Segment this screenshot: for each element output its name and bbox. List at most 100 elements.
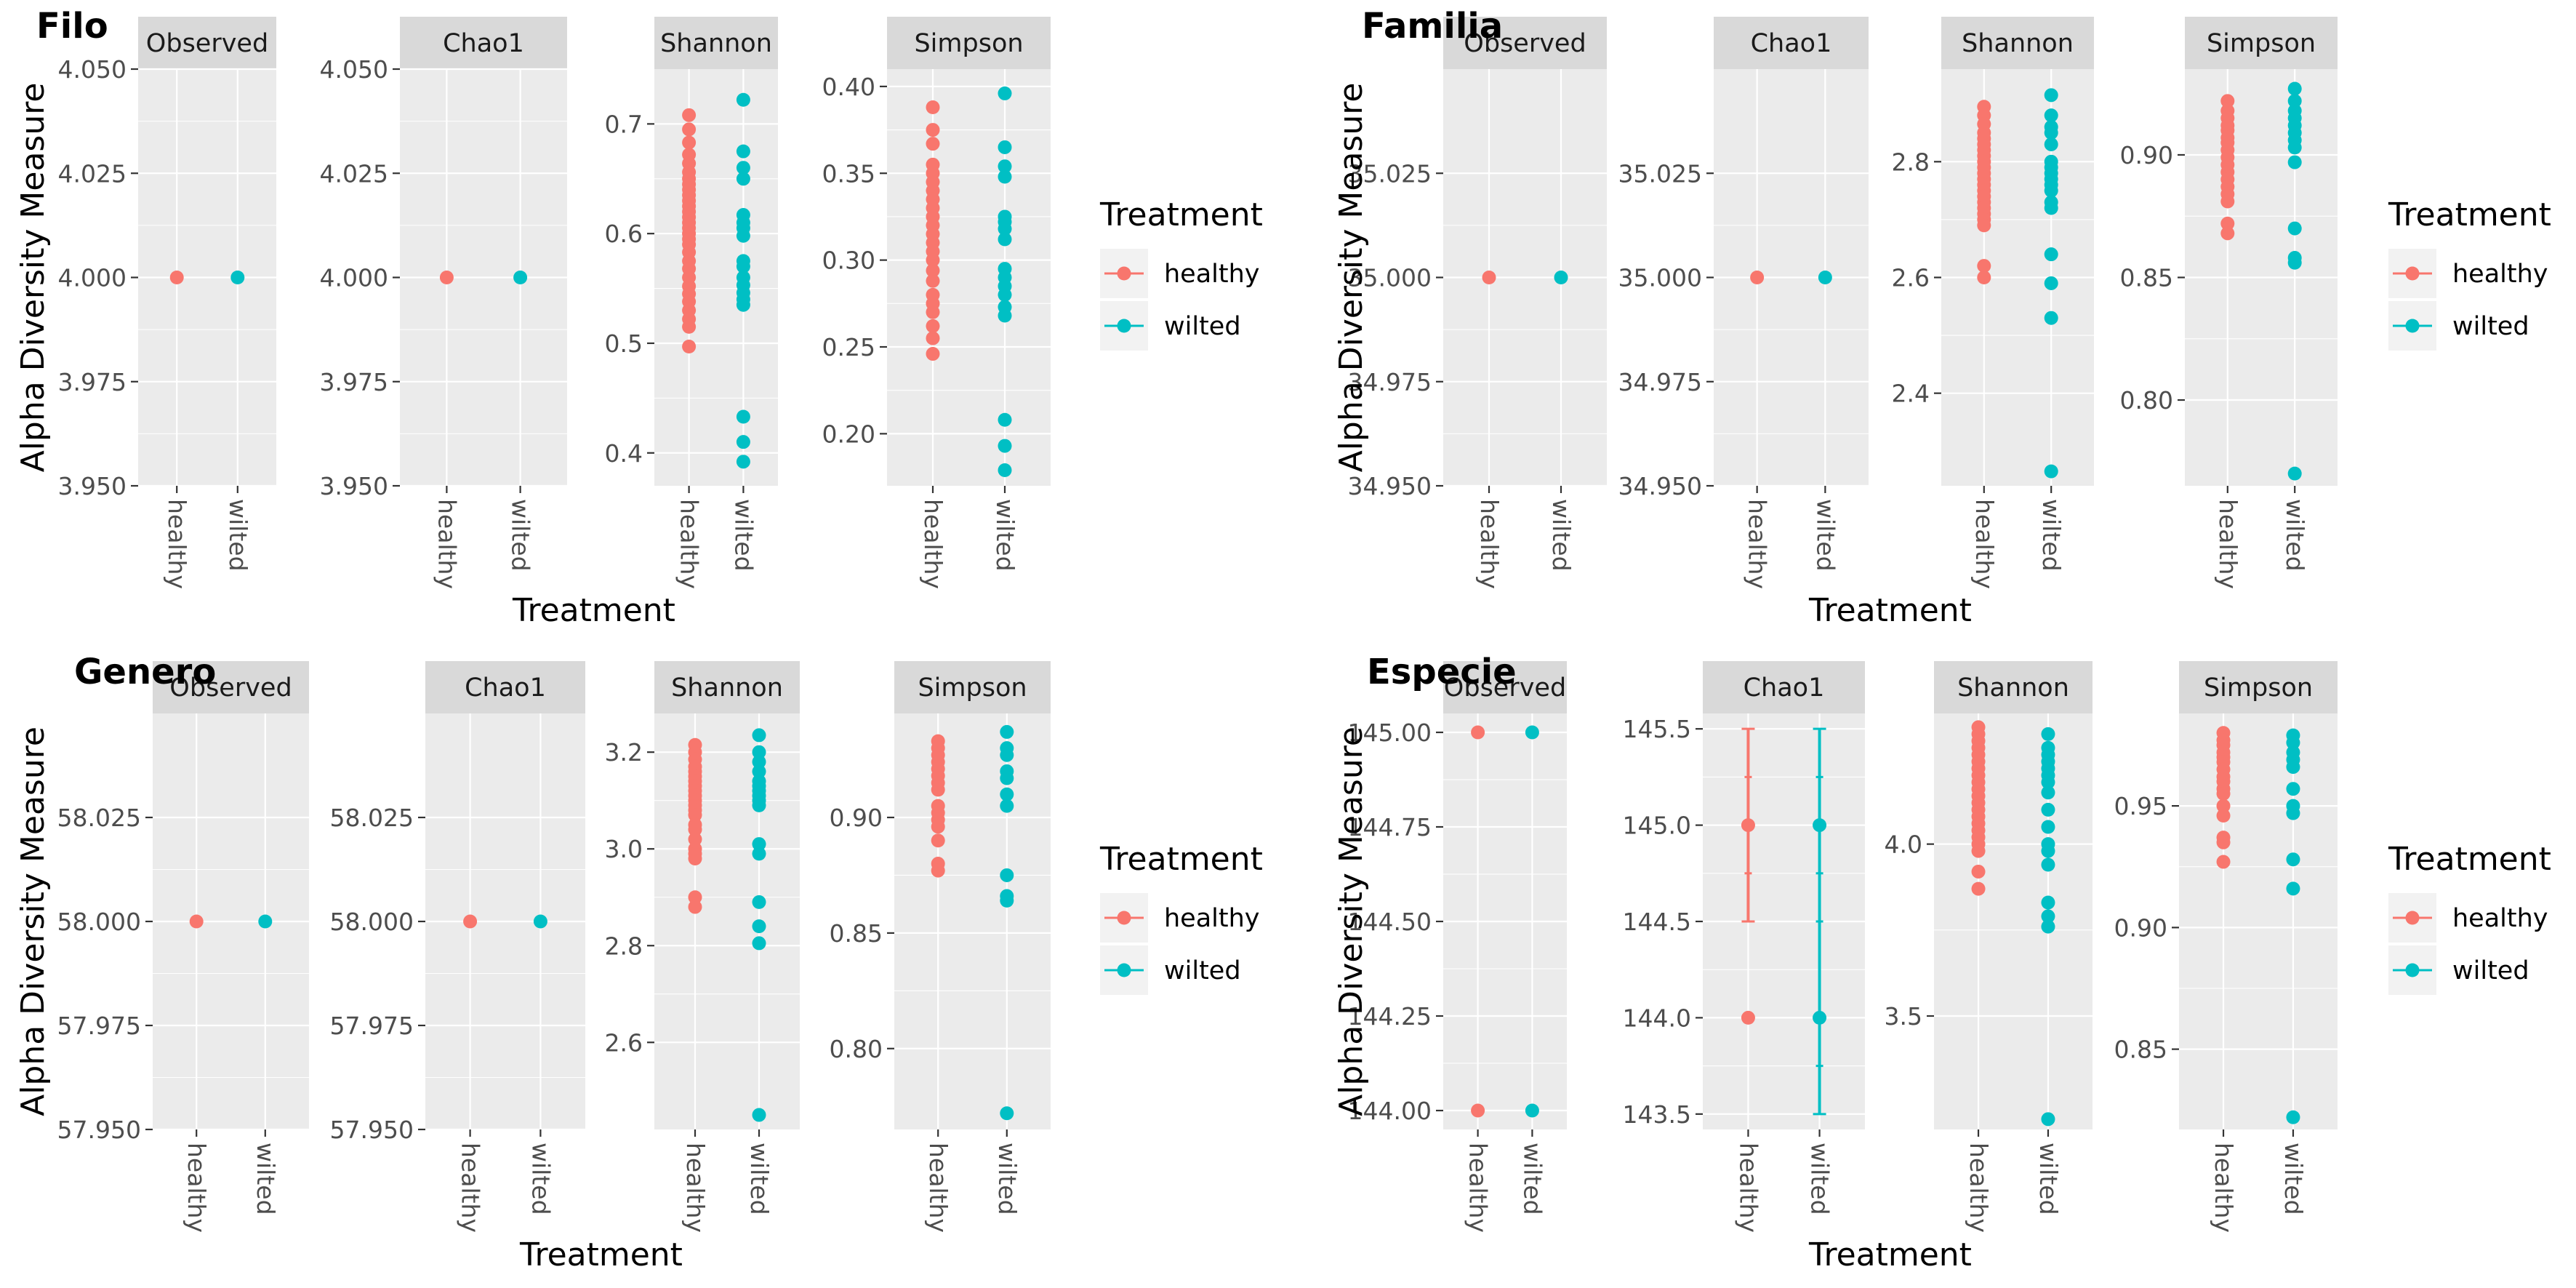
- y-tick-label: 0.95: [2114, 792, 2167, 820]
- facet-strip-label: Chao1: [443, 29, 524, 58]
- x-tick-label-wilted: wilted: [991, 499, 1019, 572]
- data-point-healthy: [926, 347, 940, 361]
- data-point-healthy: [1750, 271, 1765, 284]
- facet-strip-label: Simpson: [914, 29, 1023, 58]
- y-tick-label: 0.6: [605, 220, 643, 248]
- data-point-healthy: [688, 900, 702, 914]
- data-point-wilted: [2044, 137, 2058, 151]
- y-tick-label: 0.20: [822, 420, 875, 448]
- y-tick-label: 144.0: [1623, 1004, 1691, 1032]
- facet-observed: Observed 34.950 34.975 35.000 35.025 healthy w…: [1348, 17, 1607, 589]
- data-point-wilted: [998, 140, 1012, 154]
- data-point-wilted: [1000, 1106, 1014, 1121]
- data-point-wilted: [998, 412, 1012, 427]
- x-tick-label-wilted: wilted: [2034, 1143, 2063, 1215]
- x-tick-label-wilted: wilted: [729, 499, 758, 572]
- x-axis-title: Treatment: [519, 1236, 683, 1273]
- data-point-wilted: [998, 86, 1012, 100]
- y-tick-label: 58.000: [330, 908, 414, 936]
- legend-key-point: [2405, 319, 2420, 333]
- x-tick-label-wilted: wilted: [1806, 1143, 1834, 1215]
- data-point-healthy: [682, 339, 697, 353]
- y-tick-label: 2.6: [1892, 264, 1930, 292]
- y-tick-label: 3.0: [605, 835, 643, 863]
- data-point-wilted: [2286, 852, 2300, 867]
- plot-panel: [654, 713, 800, 1129]
- x-tick-label-healthy: healthy: [1475, 499, 1504, 589]
- data-point-healthy: [1971, 844, 1986, 858]
- x-tick-label-healthy: healthy: [457, 1143, 485, 1233]
- data-point-wilted: [1554, 271, 1568, 284]
- facet-strip-label: Observed: [1464, 29, 1586, 58]
- facet-chao1: Chao1 57.950 57.975 58.000 58.025 healthy wilt…: [330, 661, 585, 1233]
- data-point-healthy: [688, 832, 702, 847]
- data-point-wilted: [230, 271, 245, 284]
- facet-chao1: Chao1 34.950 34.975 35.000 35.025 healthy wilt…: [1618, 17, 1869, 589]
- data-point-wilted: [2041, 857, 2055, 872]
- facet-simpson: Simpson 0.20 0.25 0.30 0.35 0.40 healthy wilted: [822, 17, 1051, 589]
- chart-title: Genero: [74, 652, 216, 692]
- data-point-wilted: [2286, 760, 2300, 775]
- data-point-healthy: [2220, 226, 2235, 241]
- data-point-wilted: [998, 308, 1012, 323]
- data-point-wilted: [752, 745, 766, 759]
- data-point-healthy: [682, 135, 697, 150]
- data-point-healthy: [931, 783, 945, 797]
- y-tick-label: 0.35: [822, 159, 875, 188]
- data-point-wilted: [998, 439, 1012, 453]
- data-point-wilted: [736, 172, 750, 186]
- data-point-wilted: [1818, 271, 1832, 284]
- y-tick-label: 2.6: [605, 1028, 643, 1057]
- y-tick-label: 34.950: [1348, 472, 1432, 500]
- data-point-healthy: [931, 863, 945, 878]
- y-tick-label: 0.80: [830, 1035, 883, 1063]
- legend-label-healthy: healthy: [2452, 260, 2548, 289]
- chart-group-genero: Observed 57.950 57.975 58.000 58.025 healthy w…: [15, 652, 1263, 1273]
- facet-strip: [1941, 17, 2094, 69]
- data-point-healthy: [682, 319, 697, 334]
- y-tick-label: 144.5: [1623, 908, 1691, 936]
- legend-key-point: [1117, 266, 1131, 281]
- legend: Treatment healthy wilted: [2388, 841, 2551, 995]
- y-axis-title: Alpha Diversity Measure: [1333, 727, 1370, 1116]
- x-tick-label-wilted: wilted: [1518, 1143, 1546, 1215]
- chart-title: Filo: [36, 6, 108, 47]
- y-tick-label: 144.75: [1348, 813, 1432, 841]
- data-point-healthy: [1741, 818, 1755, 833]
- data-point-healthy: [926, 273, 940, 288]
- data-point-healthy: [926, 137, 940, 151]
- data-point-wilted: [752, 764, 766, 779]
- x-tick-label-wilted: wilted: [252, 1143, 280, 1215]
- data-point-healthy: [926, 331, 940, 345]
- data-point-wilted: [2041, 820, 2055, 834]
- data-point-wilted: [736, 228, 750, 243]
- data-point-wilted: [2287, 155, 2302, 169]
- data-point-healthy: [682, 108, 697, 122]
- data-point-healthy: [688, 890, 702, 905]
- x-tick-label-healthy: healthy: [1734, 1143, 1762, 1233]
- y-tick-label: 145.5: [1623, 715, 1691, 743]
- data-point-wilted: [752, 936, 766, 951]
- x-tick-label-wilted: wilted: [993, 1143, 1022, 1215]
- data-point-healthy: [169, 271, 184, 284]
- data-point-wilted: [2044, 108, 2058, 123]
- data-point-wilted: [752, 837, 766, 852]
- x-tick-label-healthy: healthy: [681, 1143, 710, 1233]
- y-tick-label: 57.950: [57, 1116, 141, 1144]
- chart-group-filo: Observed 3.950 3.975 4.000 4.025 4.050 healthy…: [15, 6, 1263, 629]
- facet-simpson: Simpson 0.80 0.85 0.90 healthy wilted: [830, 661, 1051, 1233]
- x-tick-label-wilted: wilted: [2279, 1143, 2308, 1215]
- legend: Treatment healthy wilted: [1099, 841, 1263, 995]
- legend: Treatment healthy wilted: [2388, 196, 2551, 351]
- data-point-wilted: [2287, 81, 2302, 96]
- x-axis-title: Treatment: [1808, 592, 1972, 629]
- x-axis-title: Treatment: [512, 592, 675, 629]
- data-point-healthy: [2216, 855, 2231, 869]
- facet-observed: Observed 3.950 3.975 4.000 4.025 4.050 healthy…: [58, 17, 276, 589]
- y-tick-label: 0.30: [822, 247, 875, 275]
- legend-key-point: [1117, 319, 1131, 333]
- y-tick-label: 0.90: [2114, 913, 2167, 942]
- y-tick-label: 34.950: [1618, 472, 1702, 500]
- facet-strip: [1443, 17, 1607, 69]
